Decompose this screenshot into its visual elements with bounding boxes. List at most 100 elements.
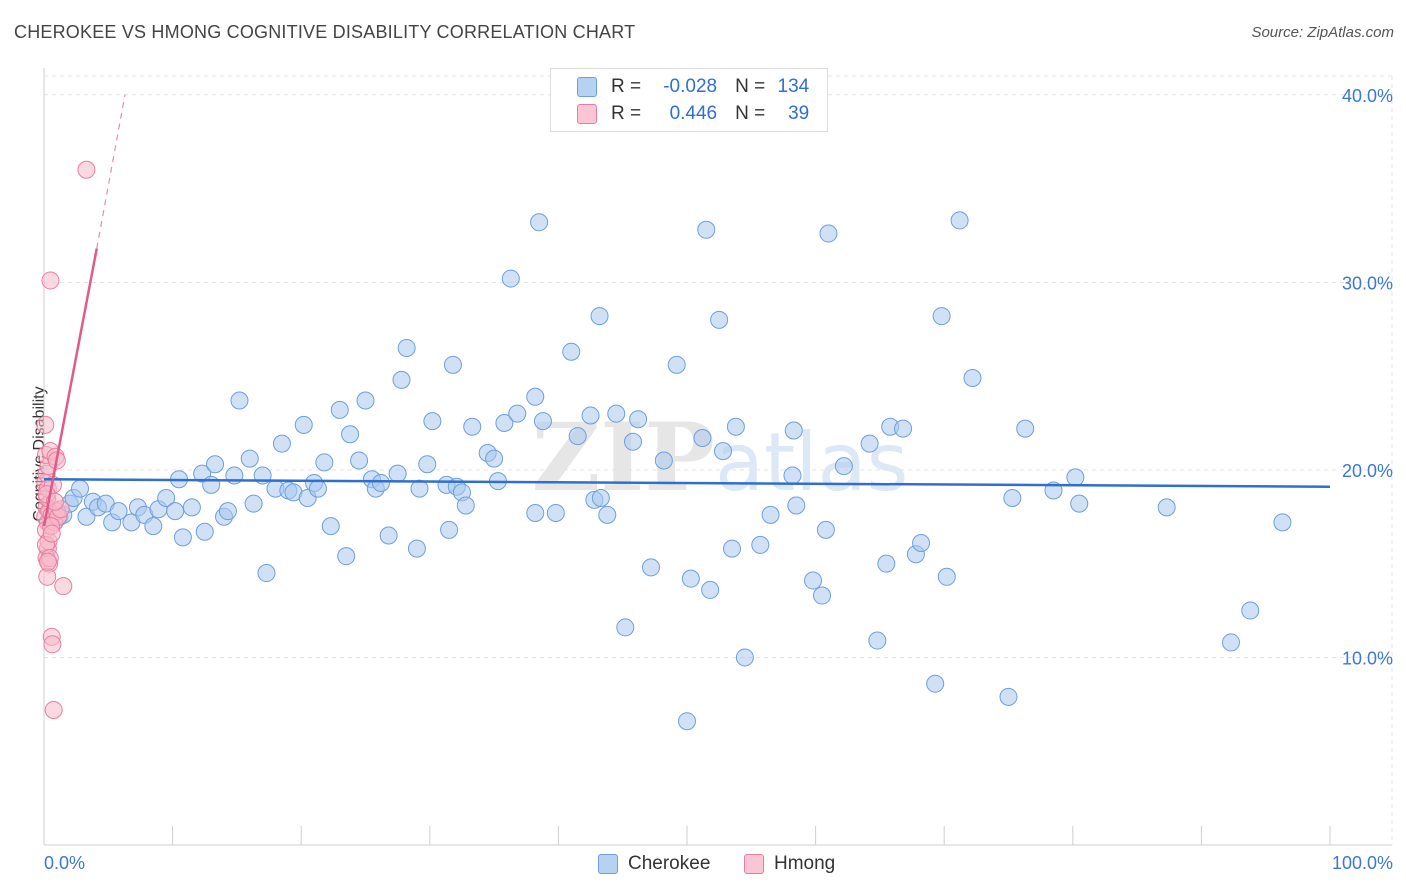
hmong-point (43, 635, 62, 654)
cherokee-point (257, 564, 276, 583)
legend-row-cherokee: R = -0.028 N = 134 (577, 74, 809, 100)
cherokee-point (321, 517, 340, 536)
cherokee-point (697, 220, 716, 239)
cherokee-point (701, 580, 720, 599)
cherokee-point (568, 427, 587, 446)
hmong-point (41, 271, 60, 290)
cherokee-swatch (598, 854, 618, 874)
hmong-swatch (744, 854, 764, 874)
legend-n-label: N = (735, 103, 766, 124)
legend-r-label: R = (611, 103, 642, 124)
cherokee-point (654, 451, 673, 470)
cherokee-point (761, 505, 780, 524)
bottom-legend-label: Cherokee (628, 853, 711, 874)
cherokee-point (877, 554, 896, 573)
cherokee-point (530, 213, 549, 232)
cherokee-point (533, 412, 552, 431)
cherokee-point (678, 712, 696, 731)
cherokee-point (315, 453, 334, 472)
cherokee-point (629, 410, 648, 429)
cherokee-point (894, 419, 913, 438)
legend-r-value: -0.028 (663, 76, 718, 97)
cherokee-point (195, 522, 214, 541)
bottom-legend-cherokee: Cherokee (598, 852, 710, 876)
cherokee-point (932, 307, 951, 326)
cherokee-point (1066, 468, 1085, 487)
cherokee-point (341, 425, 360, 444)
cherokee-point (641, 558, 660, 577)
cherokee-point (206, 455, 225, 474)
cherokee-point (804, 571, 823, 590)
cherokee-point (834, 457, 853, 476)
cherokee-point (388, 464, 407, 483)
legend: R = -0.028 N = 134 R = 0.446 N = 39 (550, 68, 828, 132)
cherokee-point (581, 406, 600, 425)
y-tick-label: 30.0% (1342, 273, 1393, 293)
hmong-trend-line (42, 248, 98, 527)
cherokee-point (240, 449, 259, 468)
hmong-point (54, 577, 73, 596)
bottom-legend-hmong: Hmong (744, 852, 835, 876)
cherokee-point (166, 502, 185, 521)
cherokee-point (508, 404, 527, 423)
cherokee-point (526, 387, 545, 406)
cherokee-point (463, 417, 482, 436)
cherokee-point (693, 428, 712, 447)
bottom-legend-label: Hmong (774, 853, 836, 874)
chart-title: CHEROKEE VS HMONG COGNITIVE DISABILITY C… (14, 22, 636, 42)
cherokee-point (218, 502, 237, 521)
cherokee-point (783, 466, 802, 485)
legend-n-label: N = (735, 76, 766, 97)
cherokee-point (379, 526, 398, 545)
cherokee-point (230, 391, 249, 410)
cherokee-point (714, 442, 733, 461)
cherokee-point (937, 567, 956, 586)
cherokee-point (598, 505, 617, 524)
cherokee-point (726, 417, 745, 436)
cherokee-point (999, 687, 1018, 706)
cherokee-point (330, 400, 349, 419)
hmong-trend-extension (96, 94, 126, 249)
cherokee-point (397, 338, 416, 357)
cherokee-point (202, 475, 221, 494)
cherokee-point (562, 342, 581, 361)
legend-r-value: 0.446 (669, 103, 718, 124)
cherokee-point (546, 504, 565, 523)
cherokee-point (173, 528, 192, 547)
legend-n-value: 39 (788, 103, 810, 124)
legend-row-hmong: R = 0.446 N = 39 (577, 101, 809, 127)
cherokee-point (182, 498, 201, 517)
cherokee-point (667, 355, 686, 374)
cherokee-swatch (577, 77, 597, 97)
cherokee-point (144, 517, 163, 536)
cherokee-point (751, 535, 770, 554)
legend-r-label: R = (611, 76, 642, 97)
cherokee-point (109, 502, 128, 521)
cherokee-point (337, 547, 356, 566)
source-label: Source: ZipAtlas.com (1251, 24, 1394, 41)
cherokee-point (681, 569, 700, 588)
cherokee-point (950, 211, 969, 230)
cherokee-point (787, 496, 806, 515)
cherokee-point (456, 496, 475, 515)
cherokee-point (623, 432, 642, 451)
cherokee-point (784, 421, 803, 440)
trend-lines (42, 94, 1331, 527)
cherokee-point (485, 449, 504, 468)
hmong-swatch (577, 104, 597, 124)
cherokee-point (1003, 489, 1022, 508)
cherokee-point (1221, 633, 1240, 652)
cherokee-point (813, 586, 832, 605)
cherokee-point (272, 434, 291, 453)
cherokee-point (1070, 494, 1089, 513)
hmong-point (44, 700, 63, 719)
cherokee-point (407, 539, 426, 558)
cherokee-point (591, 489, 610, 508)
y-tick-label: 20.0% (1342, 461, 1393, 481)
cherokee-point (607, 404, 626, 423)
cherokee-point (443, 355, 462, 374)
cherokee-point (860, 434, 879, 453)
cherokee-point (371, 474, 390, 493)
cherokee-points (41, 211, 1292, 731)
